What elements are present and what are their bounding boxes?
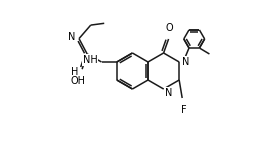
Text: N: N bbox=[68, 32, 75, 42]
Text: F: F bbox=[181, 105, 187, 115]
Text: NH: NH bbox=[83, 55, 97, 65]
Text: N: N bbox=[182, 57, 190, 67]
Text: O: O bbox=[75, 75, 83, 85]
Text: N: N bbox=[164, 88, 172, 97]
Text: OH: OH bbox=[71, 76, 86, 86]
Text: O: O bbox=[166, 23, 173, 33]
Text: H: H bbox=[72, 67, 79, 77]
